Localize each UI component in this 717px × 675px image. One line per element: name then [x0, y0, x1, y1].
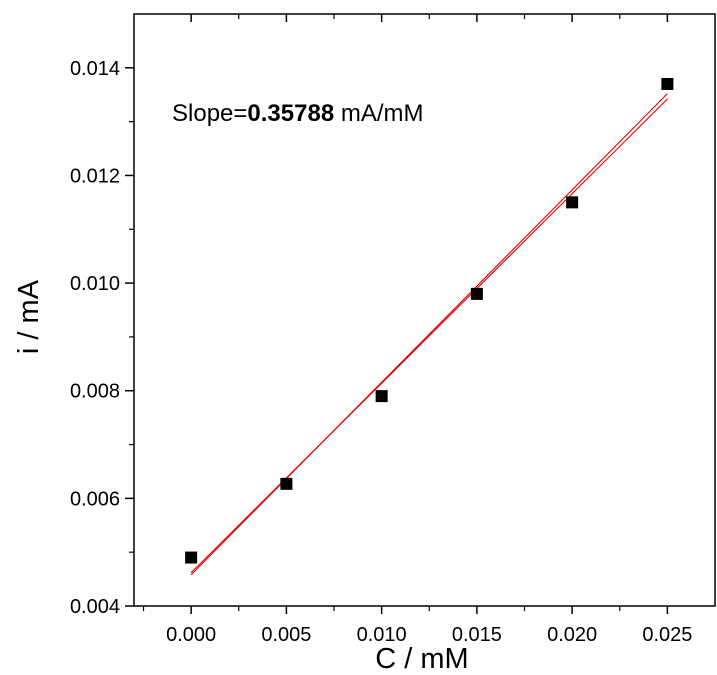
y-tick-label: 0.004	[70, 596, 120, 618]
x-tick-label: 0.015	[452, 624, 502, 646]
data-point	[185, 551, 198, 564]
x-tick-label: 0.005	[261, 624, 311, 646]
plot-border	[133, 13, 716, 607]
y-tick-label: 0.008	[70, 381, 120, 403]
y-tick-label: 0.006	[70, 488, 120, 510]
data-point	[566, 196, 579, 209]
y-axis-title: i / mA	[13, 279, 45, 354]
y-axis-ticks: 0.004 0.006 0.008 0.010 0.012 0.014	[70, 58, 134, 618]
x-tick-label: 0.000	[166, 624, 216, 646]
y-tick-label: 0.010	[70, 273, 120, 295]
fit-line	[190, 93, 668, 576]
x-tick-label: 0.010	[357, 624, 407, 646]
fit-line	[190, 98, 668, 574]
data-points	[185, 77, 674, 564]
slope-unit: mA/mM	[334, 100, 423, 127]
slope-value: 0.35788	[247, 100, 334, 127]
y-tick-label: 0.012	[70, 165, 120, 187]
y-tick-label: 0.014	[70, 58, 120, 80]
x-tick-label: 0.020	[547, 624, 597, 646]
data-point	[280, 477, 293, 490]
x-tick-label: 0.025	[642, 624, 692, 646]
data-point	[375, 390, 388, 403]
data-point	[661, 77, 674, 90]
plot-frame	[133, 13, 716, 607]
slope-annotation: Slope=0.35788 mA/mM	[172, 100, 424, 127]
fit-lines	[190, 93, 668, 576]
slope-prefix: Slope=	[172, 100, 247, 127]
x-axis-ticks: 0.000 0.005 0.010 0.015 0.020 0.025	[142, 14, 692, 646]
x-axis-title: C / mM	[375, 643, 468, 675]
data-point	[470, 287, 483, 300]
